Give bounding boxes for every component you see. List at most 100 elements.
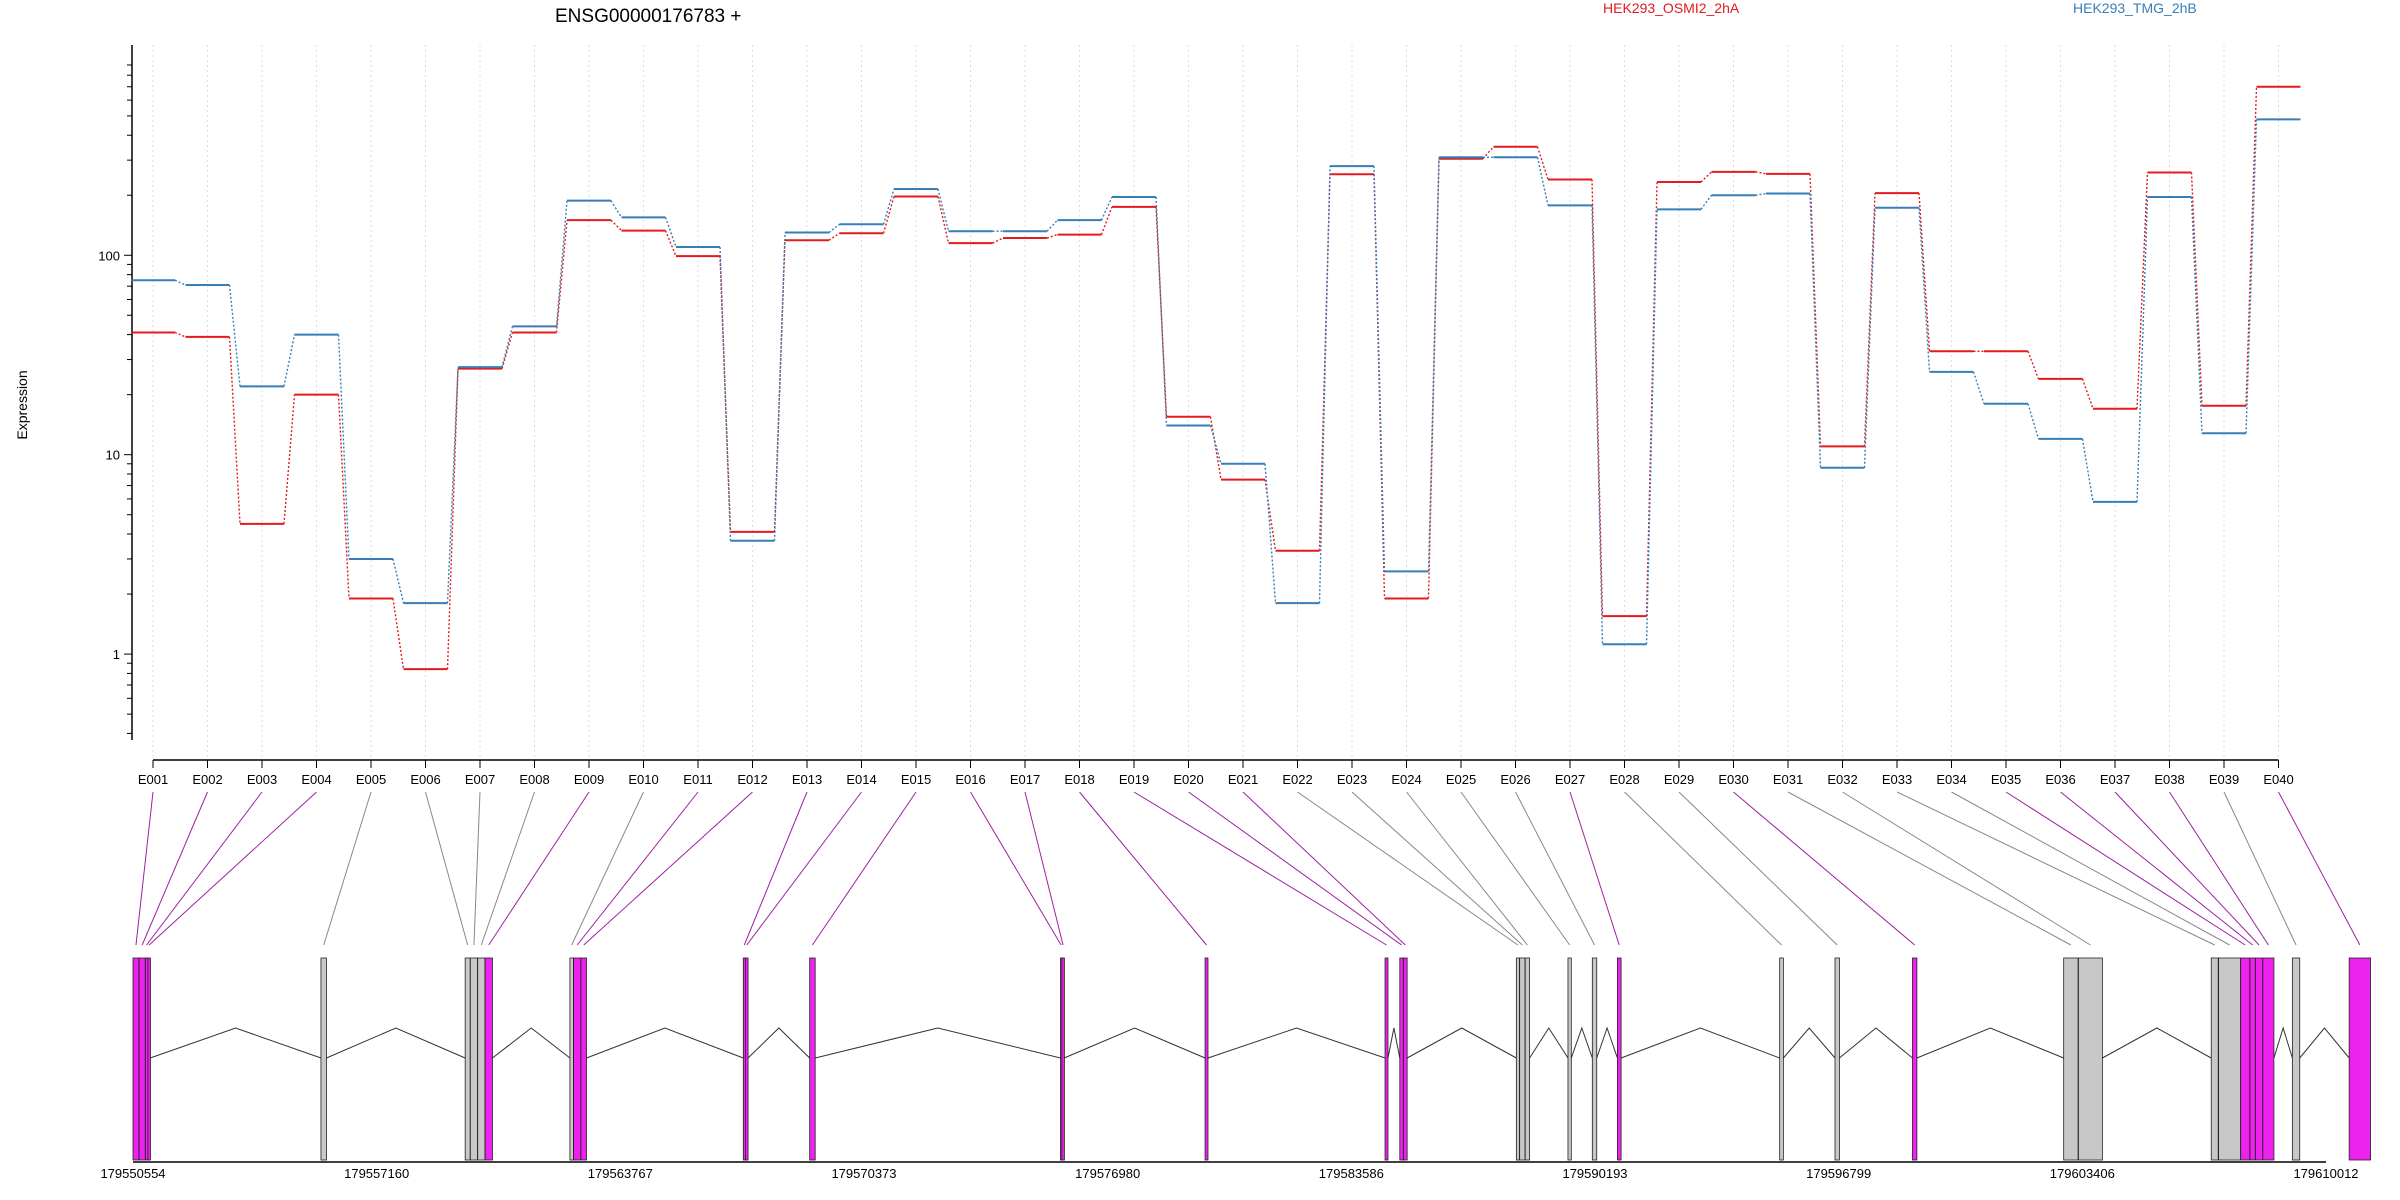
- exon-label: E014: [846, 772, 876, 787]
- series-connector: [828, 223, 840, 234]
- exon-connector: [488, 791, 590, 946]
- series-connector: [1700, 194, 1713, 210]
- exon-box: [138, 957, 146, 1161]
- series-connector: [555, 220, 568, 333]
- intron-line: [1529, 1027, 1569, 1059]
- exon-label: E016: [955, 772, 985, 787]
- exon-label: E027: [1555, 772, 1585, 787]
- intron-line: [1063, 1027, 1206, 1059]
- exon-label: E034: [1936, 772, 1966, 787]
- genomic-tick-label: 179550554: [100, 1166, 165, 1181]
- exon-box: [1515, 957, 1520, 1161]
- series-connector: [664, 230, 677, 257]
- exon-connector: [1787, 791, 2072, 946]
- intron-line: [815, 1027, 1061, 1059]
- series-connector: [719, 256, 732, 532]
- series-connector: [1046, 219, 1059, 232]
- exon-connector: [135, 791, 154, 946]
- exon-label: E028: [1609, 772, 1639, 787]
- series-connector: [2081, 378, 2094, 409]
- exon-label: E017: [1010, 772, 1040, 787]
- exon-label: E021: [1228, 772, 1258, 787]
- exon-box: [2063, 957, 2079, 1161]
- exon-box: [809, 957, 816, 1161]
- series-connector: [555, 200, 568, 327]
- series-connector: [446, 367, 459, 604]
- series-connector: [337, 334, 350, 559]
- exon-connector: [1896, 791, 2215, 946]
- series-connector: [882, 188, 895, 225]
- exon-label: E024: [1391, 772, 1421, 787]
- exon-connector: [148, 791, 317, 946]
- intron-line: [1596, 1026, 1618, 1059]
- exon-connector: [1733, 791, 1916, 946]
- series-connector: [1100, 206, 1113, 235]
- series-connector: [719, 247, 732, 541]
- exon-box: [1834, 957, 1840, 1161]
- exon-connector: [1678, 791, 1838, 946]
- intron-line: [1916, 1027, 2064, 1059]
- exon-box: [144, 957, 149, 1161]
- series-connector: [1155, 206, 1168, 417]
- series-connector: [1918, 207, 1931, 372]
- exon-label: E022: [1282, 772, 1312, 787]
- series-connector: [1755, 171, 1767, 175]
- intron-line: [1207, 1027, 1386, 1059]
- exon-label: E010: [628, 772, 658, 787]
- series-connector: [392, 598, 405, 670]
- series-connector: [1427, 158, 1440, 599]
- exon-label: E012: [737, 772, 767, 787]
- exon-box: [477, 957, 486, 1161]
- series-connector: [1264, 463, 1277, 604]
- exon-box: [1403, 957, 1408, 1161]
- series-connector: [1100, 196, 1113, 221]
- genomic-tick-label: 179590193: [1562, 1166, 1627, 1181]
- exon-label: E018: [1064, 772, 1094, 787]
- exon-label: E019: [1119, 772, 1149, 787]
- exon-label: E035: [1991, 772, 2021, 787]
- exon-label: E029: [1664, 772, 1694, 787]
- series-connector: [228, 284, 241, 387]
- series-connector: [1809, 193, 1822, 468]
- exon-connector: [1024, 791, 1064, 946]
- exon-box: [569, 957, 574, 1161]
- grid-lines: [152, 45, 2279, 760]
- exon-box: [469, 957, 478, 1161]
- series-connector: [337, 394, 350, 599]
- exon-connector: [1188, 791, 1402, 946]
- intron-line: [1570, 1026, 1593, 1059]
- series-1: [131, 85, 2301, 671]
- genomic-tick-label: 179563767: [588, 1166, 653, 1181]
- series-connector: [1427, 157, 1440, 572]
- axes: 1 10 100: [98, 45, 2279, 768]
- exon-box: [1591, 957, 1598, 1161]
- series-connector: [2136, 196, 2149, 502]
- intron-line: [326, 1027, 466, 1059]
- series-connector: [501, 326, 514, 368]
- exon-box: [573, 957, 582, 1161]
- intron-line: [1839, 1027, 1913, 1059]
- exon-connector: [1460, 791, 1571, 946]
- genomic-tick-label: 179557160: [344, 1166, 409, 1181]
- exon-label: E026: [1500, 772, 1530, 787]
- exon-connector: [1569, 791, 1620, 946]
- exon-box: [1519, 957, 1526, 1161]
- series-connector: [937, 196, 950, 244]
- exon-connector: [323, 791, 372, 946]
- exon-connector: [583, 791, 753, 946]
- exon-connector: [473, 791, 481, 946]
- exon-box: [464, 957, 471, 1161]
- series-connector: [2190, 172, 2203, 406]
- exon-connector: [1951, 791, 2230, 946]
- intron-line: [586, 1027, 744, 1059]
- exon-label: E013: [792, 772, 822, 787]
- exon-box: [2255, 957, 2264, 1161]
- series-connector: [1863, 207, 1876, 468]
- exon-label: E036: [2045, 772, 2075, 787]
- exon-connector: [2060, 791, 2253, 946]
- series-connector: [1755, 192, 1767, 196]
- intron-line: [150, 1027, 322, 1059]
- exon-connectors: [135, 791, 2361, 946]
- gene-model: [132, 957, 2371, 1161]
